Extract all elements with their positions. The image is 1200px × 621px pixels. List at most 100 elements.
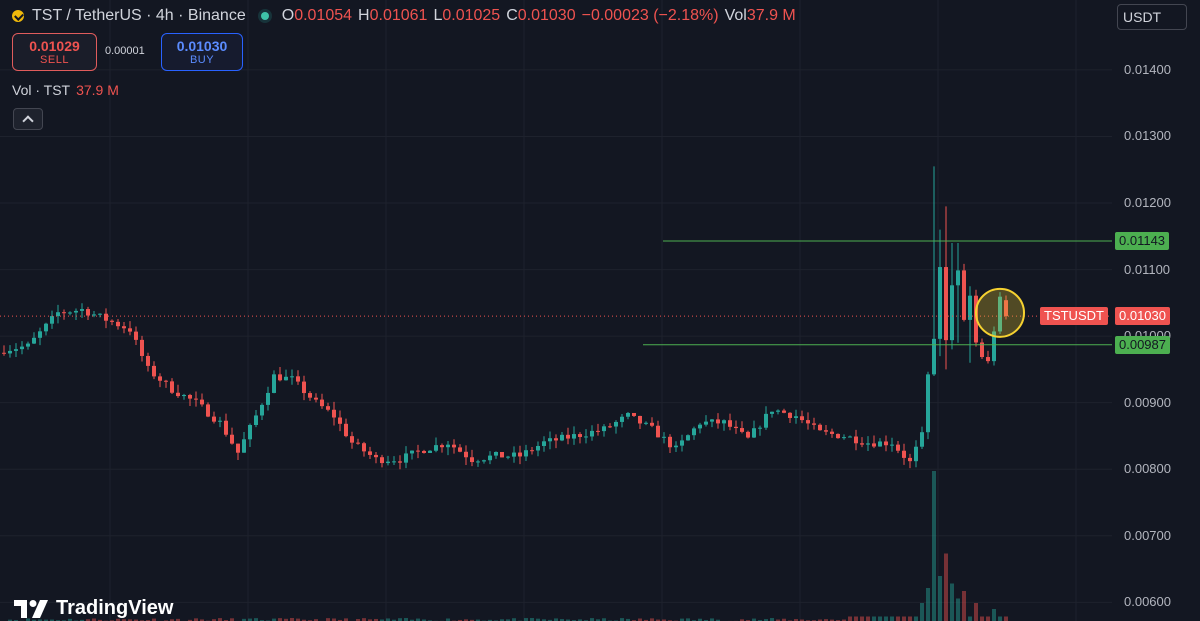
- candle-body: [518, 452, 522, 457]
- level-price-badge[interactable]: 0.01143: [1115, 231, 1170, 250]
- candle-body: [230, 434, 234, 444]
- candle-body: [368, 451, 372, 455]
- volume-bar: [956, 598, 960, 621]
- candle-body: [140, 339, 144, 356]
- currency-button[interactable]: USDT: [1117, 4, 1187, 30]
- candle-body: [284, 376, 288, 381]
- candle-body: [848, 436, 852, 438]
- candle-body: [908, 457, 912, 462]
- candle-body: [98, 313, 102, 315]
- verified-icon: [12, 10, 24, 22]
- candle-body: [236, 443, 240, 453]
- candle-body: [404, 453, 408, 463]
- volume-bar: [404, 618, 408, 621]
- candle-body: [752, 428, 756, 438]
- candle-body: [302, 381, 306, 394]
- sell-button[interactable]: 0.01029 SELL: [12, 33, 97, 71]
- volume-bar: [92, 618, 96, 621]
- volume-bar: [422, 619, 426, 621]
- symbol-price-tag[interactable]: TSTUSDT: [1040, 307, 1108, 326]
- symbol-title[interactable]: TST / TetherUS · 4h · Binance: [32, 7, 246, 24]
- volume-bar: [794, 619, 798, 621]
- candle-body: [818, 424, 822, 431]
- volume-bar: [830, 619, 834, 621]
- open-label: O: [281, 7, 295, 24]
- candle-body: [704, 421, 708, 425]
- volume-bar: [680, 618, 684, 621]
- candle-body: [776, 410, 780, 412]
- candle-body: [950, 285, 954, 341]
- volume-legend[interactable]: Vol · TST 37.9 M: [12, 82, 119, 98]
- candle-body: [176, 392, 180, 397]
- volume-bar: [542, 619, 546, 621]
- candle-body: [680, 440, 684, 446]
- candle-body: [68, 312, 72, 314]
- candle-body: [650, 422, 654, 426]
- price-tick-label: 0.00700: [1124, 527, 1171, 543]
- candle-body: [536, 445, 540, 451]
- candle-body: [320, 399, 324, 407]
- buy-button[interactable]: 0.01030 BUY: [161, 33, 243, 71]
- volume-bar: [596, 619, 600, 621]
- volume-bar: [626, 618, 630, 621]
- candle-body: [902, 450, 906, 458]
- candle-body: [386, 461, 390, 464]
- price-tick-label: 0.00600: [1124, 594, 1171, 610]
- candle-body: [86, 309, 90, 316]
- volume-bar: [914, 616, 918, 621]
- candle-body: [932, 338, 936, 375]
- chart-overlays: [0, 240, 1112, 346]
- level-price-badge[interactable]: 0.00987: [1115, 335, 1170, 354]
- volume-bar: [254, 618, 258, 621]
- candle-body: [308, 393, 312, 398]
- volume-bar: [230, 618, 234, 621]
- candle-body: [392, 461, 396, 463]
- candle-body: [188, 394, 192, 399]
- highlight-circle: [975, 287, 1025, 338]
- volume-bar: [248, 618, 252, 621]
- price-tick-label: 0.01300: [1124, 128, 1171, 144]
- candle-body: [944, 267, 948, 341]
- candle-body: [560, 434, 564, 441]
- candle-body: [896, 444, 900, 451]
- tradingview-logo[interactable]: TradingView: [14, 597, 173, 620]
- price-tick-label: 0.01200: [1124, 195, 1171, 210]
- volume-label: Vol · TST: [12, 82, 71, 98]
- sell-price: 0.01029: [29, 38, 80, 54]
- candle-body: [956, 270, 960, 286]
- candle-body: [338, 417, 342, 424]
- candle-body: [38, 331, 42, 338]
- volume-bar: [116, 618, 120, 621]
- candle-body: [722, 420, 726, 424]
- collapse-legend-button[interactable]: [13, 108, 43, 130]
- volume-bar: [446, 618, 450, 621]
- candle-body: [104, 313, 108, 321]
- volume-bar: [944, 553, 948, 621]
- candle-body: [566, 434, 570, 439]
- candle-body: [878, 441, 882, 447]
- high-value: 0.01061: [369, 7, 428, 24]
- volume-bar: [908, 616, 912, 621]
- candle-body: [746, 431, 750, 438]
- volume-bar: [38, 619, 42, 621]
- volume-bar: [416, 618, 420, 621]
- volume-bar: [620, 618, 624, 621]
- volume-bar: [200, 619, 204, 621]
- candle-body: [860, 443, 864, 445]
- candle-body: [14, 349, 18, 351]
- candle-body: [50, 316, 54, 324]
- candle-body: [608, 426, 612, 428]
- volume-bar: [932, 471, 936, 621]
- candle-body: [836, 433, 840, 439]
- candle-body: [254, 415, 258, 426]
- volume-bar: [500, 619, 504, 621]
- candle-body: [788, 412, 792, 418]
- volume-bar: [752, 618, 756, 621]
- volume-bar: [560, 619, 564, 621]
- candle-body: [920, 432, 924, 447]
- last-price-badge[interactable]: 0.01030: [1115, 307, 1170, 326]
- volume-value: 37.9 M: [76, 82, 119, 98]
- header-vol-label: Vol: [724, 7, 747, 24]
- volume-bar: [338, 619, 342, 621]
